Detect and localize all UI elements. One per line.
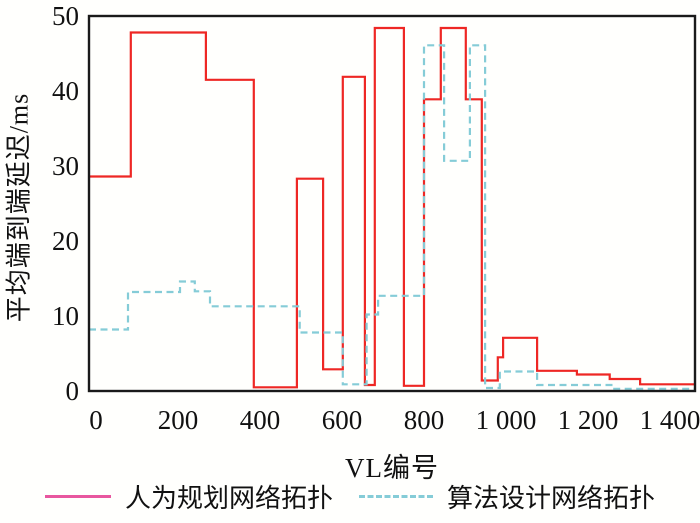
solid-line-sample — [44, 495, 111, 498]
y-tick-label: 20 — [52, 226, 79, 256]
x-tick-label: 1 000 — [476, 405, 537, 435]
x-tick-label: 1 400 — [640, 405, 700, 435]
y-tick-label: 40 — [52, 76, 79, 106]
series-path-manual — [89, 26, 695, 389]
x-tick-label: 200 — [158, 405, 199, 435]
y-axis-title: 平均端到端延迟/ms — [4, 92, 34, 323]
x-axis-title: VL编号 — [345, 453, 439, 483]
y-tick-label: 30 — [52, 151, 79, 181]
x-tick-label: 600 — [322, 405, 363, 435]
x-tick-label: 800 — [404, 405, 445, 435]
legend-item-algorithm: 算法设计网络拓扑 — [359, 478, 655, 515]
chart-frame — [87, 14, 697, 393]
dashed-line-sample — [359, 495, 433, 498]
legend: 人为规划网络拓扑 算法设计网络拓扑 — [0, 478, 700, 515]
x-tick-label: 0 — [89, 405, 103, 435]
series-path-algorithm — [89, 44, 695, 390]
x-tick-label: 1 200 — [558, 405, 619, 435]
y-tick-label: 0 — [66, 376, 80, 406]
y-tick-label: 10 — [52, 301, 79, 331]
legend-label-manual: 人为规划网络拓扑 — [124, 484, 333, 513]
legend-item-manual: 人为规划网络拓扑 — [44, 478, 333, 515]
legend-label-algorithm: 算法设计网络拓扑 — [447, 484, 656, 513]
y-tick-label: 50 — [52, 1, 79, 31]
x-tick-label: 400 — [240, 405, 281, 435]
